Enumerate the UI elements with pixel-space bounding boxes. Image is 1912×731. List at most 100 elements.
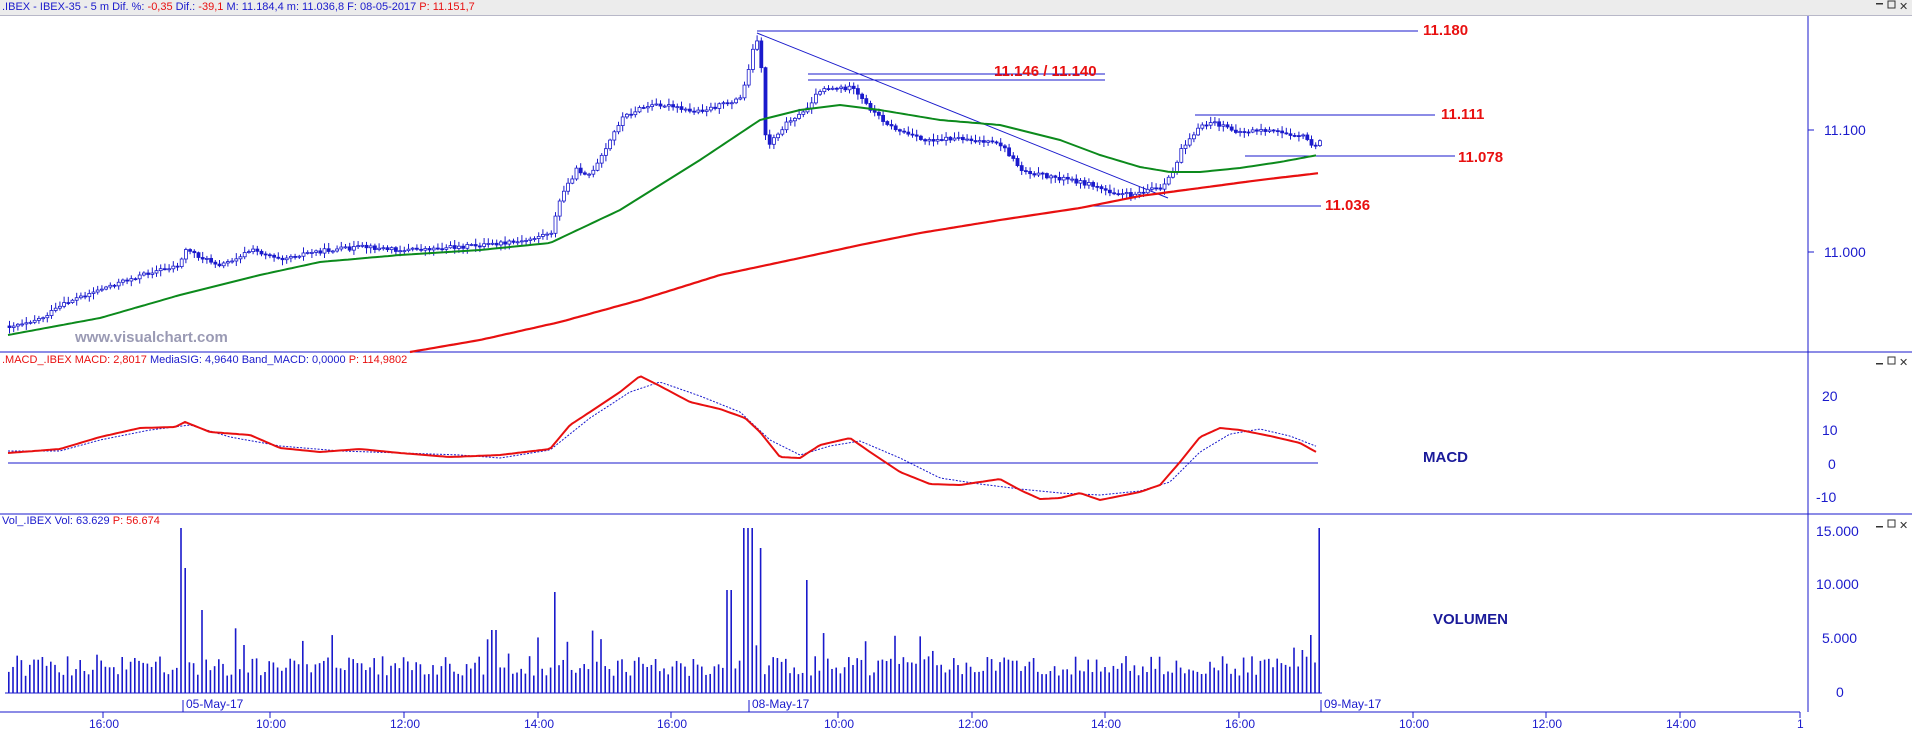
volume-bar [1041, 674, 1043, 693]
window-controls-volume[interactable]: ✕ [1876, 519, 1908, 532]
candle [280, 255, 285, 266]
time-tick-label: 12:00 [390, 717, 420, 731]
volume-bar [171, 669, 174, 693]
volume-bar [373, 658, 375, 693]
candle [141, 271, 146, 277]
volume-bar [533, 675, 535, 693]
macd-y-tick-minus10: -10 [1816, 489, 1836, 505]
svg-text:✕: ✕ [1899, 357, 1908, 369]
candle [368, 243, 373, 254]
candle [662, 104, 667, 108]
volume-bar [226, 675, 228, 693]
volume-bar [486, 639, 489, 693]
candle [167, 264, 172, 273]
candle [41, 316, 45, 323]
volume-bar [37, 659, 39, 693]
window-controls-macd[interactable]: ✕ [1876, 356, 1908, 369]
candle [1024, 167, 1028, 175]
volume-bar [16, 655, 18, 693]
candle [524, 237, 528, 246]
candle [137, 271, 142, 284]
volume-bar [953, 658, 955, 693]
volume-panel-label: VOLUMEN [1433, 611, 1508, 628]
candle [95, 285, 100, 295]
candle [1120, 188, 1125, 201]
macd-header-label: .MACD_.IBEX [2, 354, 72, 366]
volume-bar [814, 656, 816, 693]
volume-bar [440, 666, 443, 693]
candle [20, 319, 25, 327]
volume-bar [780, 661, 783, 693]
volume-bars [8, 528, 1320, 693]
date-label: 08-May-17 [752, 697, 810, 711]
candle [70, 298, 75, 304]
candle [1032, 171, 1037, 178]
window-controls-price[interactable]: ✕ [1876, 0, 1908, 13]
candle [885, 120, 890, 127]
candle [108, 282, 113, 290]
volume-bar [646, 666, 648, 693]
candle [225, 259, 230, 267]
candle [746, 64, 751, 88]
volume-bar [654, 659, 657, 693]
time-axis: 16:00 10:00 12:00 14:00 16:00 10:00 12:00 14:00… [0, 697, 1804, 731]
macd-signal-line [8, 381, 1317, 496]
volume-bar [1188, 669, 1190, 693]
candle [175, 262, 180, 271]
volume-bar [671, 666, 674, 693]
volume-bar [293, 660, 296, 693]
candle [364, 241, 369, 254]
header-dif-pct-label: Dif. %: [112, 1, 145, 13]
volume-bar [1011, 660, 1014, 693]
volume-bar [806, 580, 808, 693]
candle [37, 315, 41, 324]
volume-bar [1024, 666, 1026, 693]
macd-header-band: Band_MACD: 0,0000 [241, 354, 346, 366]
watermark: www.visualchart.com [74, 329, 228, 346]
candle [973, 134, 978, 144]
candle [814, 88, 818, 105]
candle [196, 251, 201, 261]
volume-bar [12, 666, 14, 693]
candle [129, 275, 134, 287]
vol-y-tick-0: 0 [1836, 684, 1844, 700]
volume-bar [335, 667, 338, 693]
volume-bar [1104, 667, 1106, 693]
candle [910, 128, 915, 138]
candle [87, 289, 92, 302]
level-11146-11140: 11.146 / 11.140 [994, 63, 1097, 80]
candle [1204, 121, 1209, 130]
volume-bar [995, 670, 997, 693]
volume-bar [155, 661, 157, 693]
volume-bar [1280, 663, 1283, 693]
candle [360, 242, 365, 248]
candle [637, 105, 642, 114]
candle [133, 277, 138, 281]
volume-bar [629, 675, 632, 693]
candle [650, 99, 654, 111]
svg-text:✕: ✕ [1899, 1, 1908, 13]
volume-bar [822, 633, 825, 693]
candle [520, 235, 524, 247]
volume-bar [1095, 659, 1098, 693]
volume-bar [1087, 659, 1089, 693]
candle [440, 242, 445, 254]
volume-bar [999, 662, 1001, 693]
candle [263, 251, 268, 260]
header-interval: 5 m [90, 1, 109, 13]
volume-bar [625, 671, 627, 693]
ma-fast-line [7, 103, 1317, 336]
volume-bar [306, 664, 308, 693]
time-tick-label: 16:00 [1225, 717, 1255, 731]
candle [45, 312, 50, 323]
candle [24, 317, 29, 330]
candle [234, 253, 239, 266]
candle [146, 269, 151, 279]
candle [1200, 122, 1205, 131]
candle [553, 212, 558, 238]
volume-bar [1301, 650, 1304, 693]
candle [633, 106, 638, 118]
candle [1267, 126, 1272, 133]
volume-bar [545, 675, 548, 693]
